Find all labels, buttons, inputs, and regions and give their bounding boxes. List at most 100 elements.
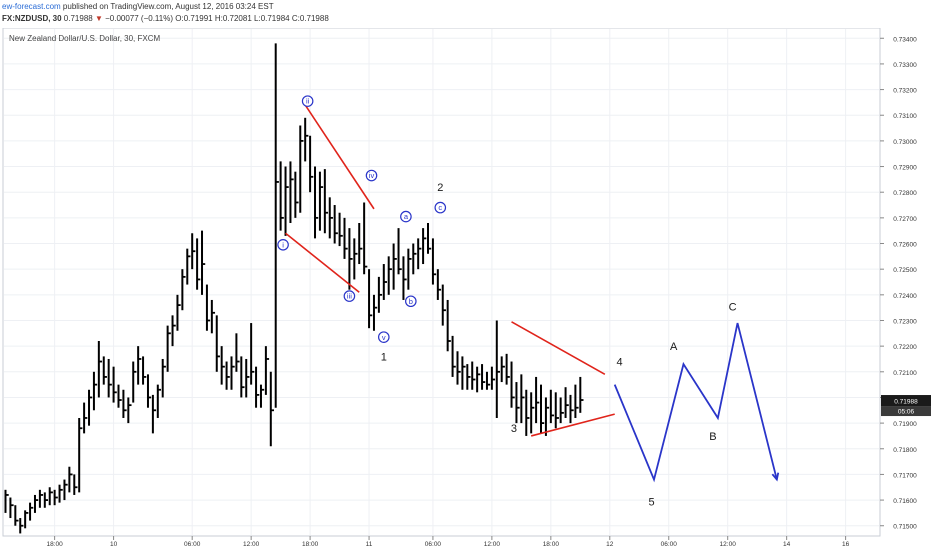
ohlc-bar — [407, 248, 412, 290]
low-label: L: — [254, 14, 261, 23]
ohlc-bar — [471, 361, 476, 390]
ohlc-bar — [43, 492, 49, 508]
x-tick-label: 11 — [366, 541, 373, 548]
wave-label-c: c — [438, 203, 442, 212]
time-axis[interactable]: 18:00 10 06:00 12:00 18:00 11 06:00 12:00 18:00 1… — [46, 536, 850, 548]
x-tick-label: 06:00 — [425, 541, 442, 548]
ohlc-bar — [368, 269, 373, 329]
countdown-value: 05:06 — [898, 409, 915, 416]
upper-channel-trendline — [304, 104, 375, 210]
ohlc-bar — [544, 397, 550, 436]
ohlc-bar — [230, 356, 235, 390]
chart-header: ew-forecast.com published on TradingView… — [0, 0, 932, 28]
ohlc-bar — [284, 166, 289, 236]
x-tick-label: 18:00 — [46, 541, 63, 548]
ohlc-bar — [427, 222, 432, 254]
y-tick-label: 0.72100 — [893, 370, 917, 377]
projection-path — [613, 322, 778, 483]
countdown-box — [881, 406, 931, 417]
ohlc-bar — [196, 238, 201, 290]
x-tick-label: 14 — [783, 541, 791, 548]
y-tick-label: 0.72400 — [893, 293, 917, 300]
ohlc-bar — [358, 222, 363, 265]
ohlc-bar — [235, 333, 240, 372]
wave-circle — [277, 238, 289, 251]
ohlc-bar — [540, 384, 545, 434]
wave-label-ii: ii — [306, 97, 310, 106]
ohlc-bar — [279, 161, 284, 231]
ohlc-bar — [402, 256, 407, 300]
ohlc-bar — [58, 484, 63, 503]
y-tick-label: 0.72900 — [893, 165, 917, 172]
x-tick-label: 10 — [110, 541, 118, 548]
wave-label-a: a — [404, 212, 409, 221]
y-tick-label: 0.72200 — [893, 344, 917, 351]
ohlc-bar — [436, 269, 442, 300]
ohlc-bar — [564, 387, 569, 418]
ohlc-bar — [264, 346, 270, 395]
ohlc-bar — [68, 466, 73, 493]
close-value: 0.71988 — [299, 14, 329, 23]
ohlc-bar — [117, 384, 122, 408]
ohlc-bar — [4, 489, 9, 513]
ohlc-bar — [382, 264, 387, 300]
x-tick-label: 12:00 — [720, 541, 737, 548]
ohlc-bar — [353, 238, 358, 280]
ohlc-bar — [422, 228, 427, 265]
ohlc-bar — [240, 356, 245, 398]
y-tick-label: 0.73300 — [893, 62, 917, 69]
site-link[interactable]: ew-forecast.com — [2, 2, 61, 11]
ohlc-bar — [348, 228, 353, 290]
y-tick-label: 0.71900 — [893, 421, 917, 428]
ohlc-bar — [142, 356, 147, 385]
wave-label-2: 2 — [437, 182, 443, 194]
ohlc-bar — [579, 376, 584, 413]
ohlc-bar — [225, 361, 230, 390]
ohlc-bar — [417, 238, 422, 270]
ohlc-bar — [441, 284, 446, 326]
low-value: 0.71984 — [260, 14, 290, 23]
price-axis[interactable]: 0.73400 0.73300 0.73200 0.73100 0.73000 0.729… — [880, 36, 917, 531]
x-tick-label: 12:00 — [484, 541, 501, 548]
x-tick-label: 06:00 — [184, 541, 201, 548]
ohlc-bar — [9, 497, 14, 519]
ohlc-bar — [19, 518, 24, 534]
ohlc-bar — [112, 366, 117, 403]
plot-frame — [2, 27, 881, 537]
wave-circle — [301, 95, 314, 107]
ohlc-bar — [137, 346, 142, 385]
open-value: 0.71991 — [183, 14, 213, 23]
ohlc-line: FX:NZDUSD, 30 0.71988 ▼ −0.00077 (−0.11%… — [2, 14, 329, 23]
price-chart[interactable]: New Zealand Dollar/U.S. Dollar, 30, FXCM… — [0, 27, 932, 550]
wave-label-B: B — [709, 431, 716, 443]
ohlc-bar — [456, 351, 461, 385]
ohlc-bar — [161, 358, 166, 398]
ohlc-bar — [14, 505, 19, 526]
ohlc-bar — [156, 384, 162, 418]
ohlc-bar — [314, 166, 319, 239]
ohlc-bar — [363, 202, 368, 275]
ohlc-bar — [38, 489, 44, 508]
ohlc-bar — [171, 315, 176, 347]
wave-circle — [405, 295, 417, 308]
ohlc-bar — [299, 125, 304, 213]
ohlc-bar — [97, 341, 103, 398]
ohlc-bar — [338, 212, 343, 247]
ohlc-bar — [446, 299, 451, 352]
ohlc-bar — [83, 402, 88, 434]
y-tick-label: 0.71600 — [893, 498, 917, 505]
change-down-icon: ▼ — [94, 14, 103, 23]
ohlc-bar — [333, 205, 338, 244]
x-tick-label: 06:00 — [661, 541, 678, 548]
ohlc-bar — [500, 356, 505, 383]
wave-circle — [377, 331, 390, 343]
ohlc-bar — [122, 389, 127, 418]
last-price: 0.71988 — [63, 14, 93, 23]
triangle-lower-trendline — [530, 413, 615, 437]
y-tick-label: 0.72600 — [893, 242, 917, 249]
ohlc-bar — [78, 417, 83, 493]
wave-circle — [343, 290, 356, 302]
ohlc-bar — [127, 397, 132, 424]
trendlines — [285, 104, 615, 437]
